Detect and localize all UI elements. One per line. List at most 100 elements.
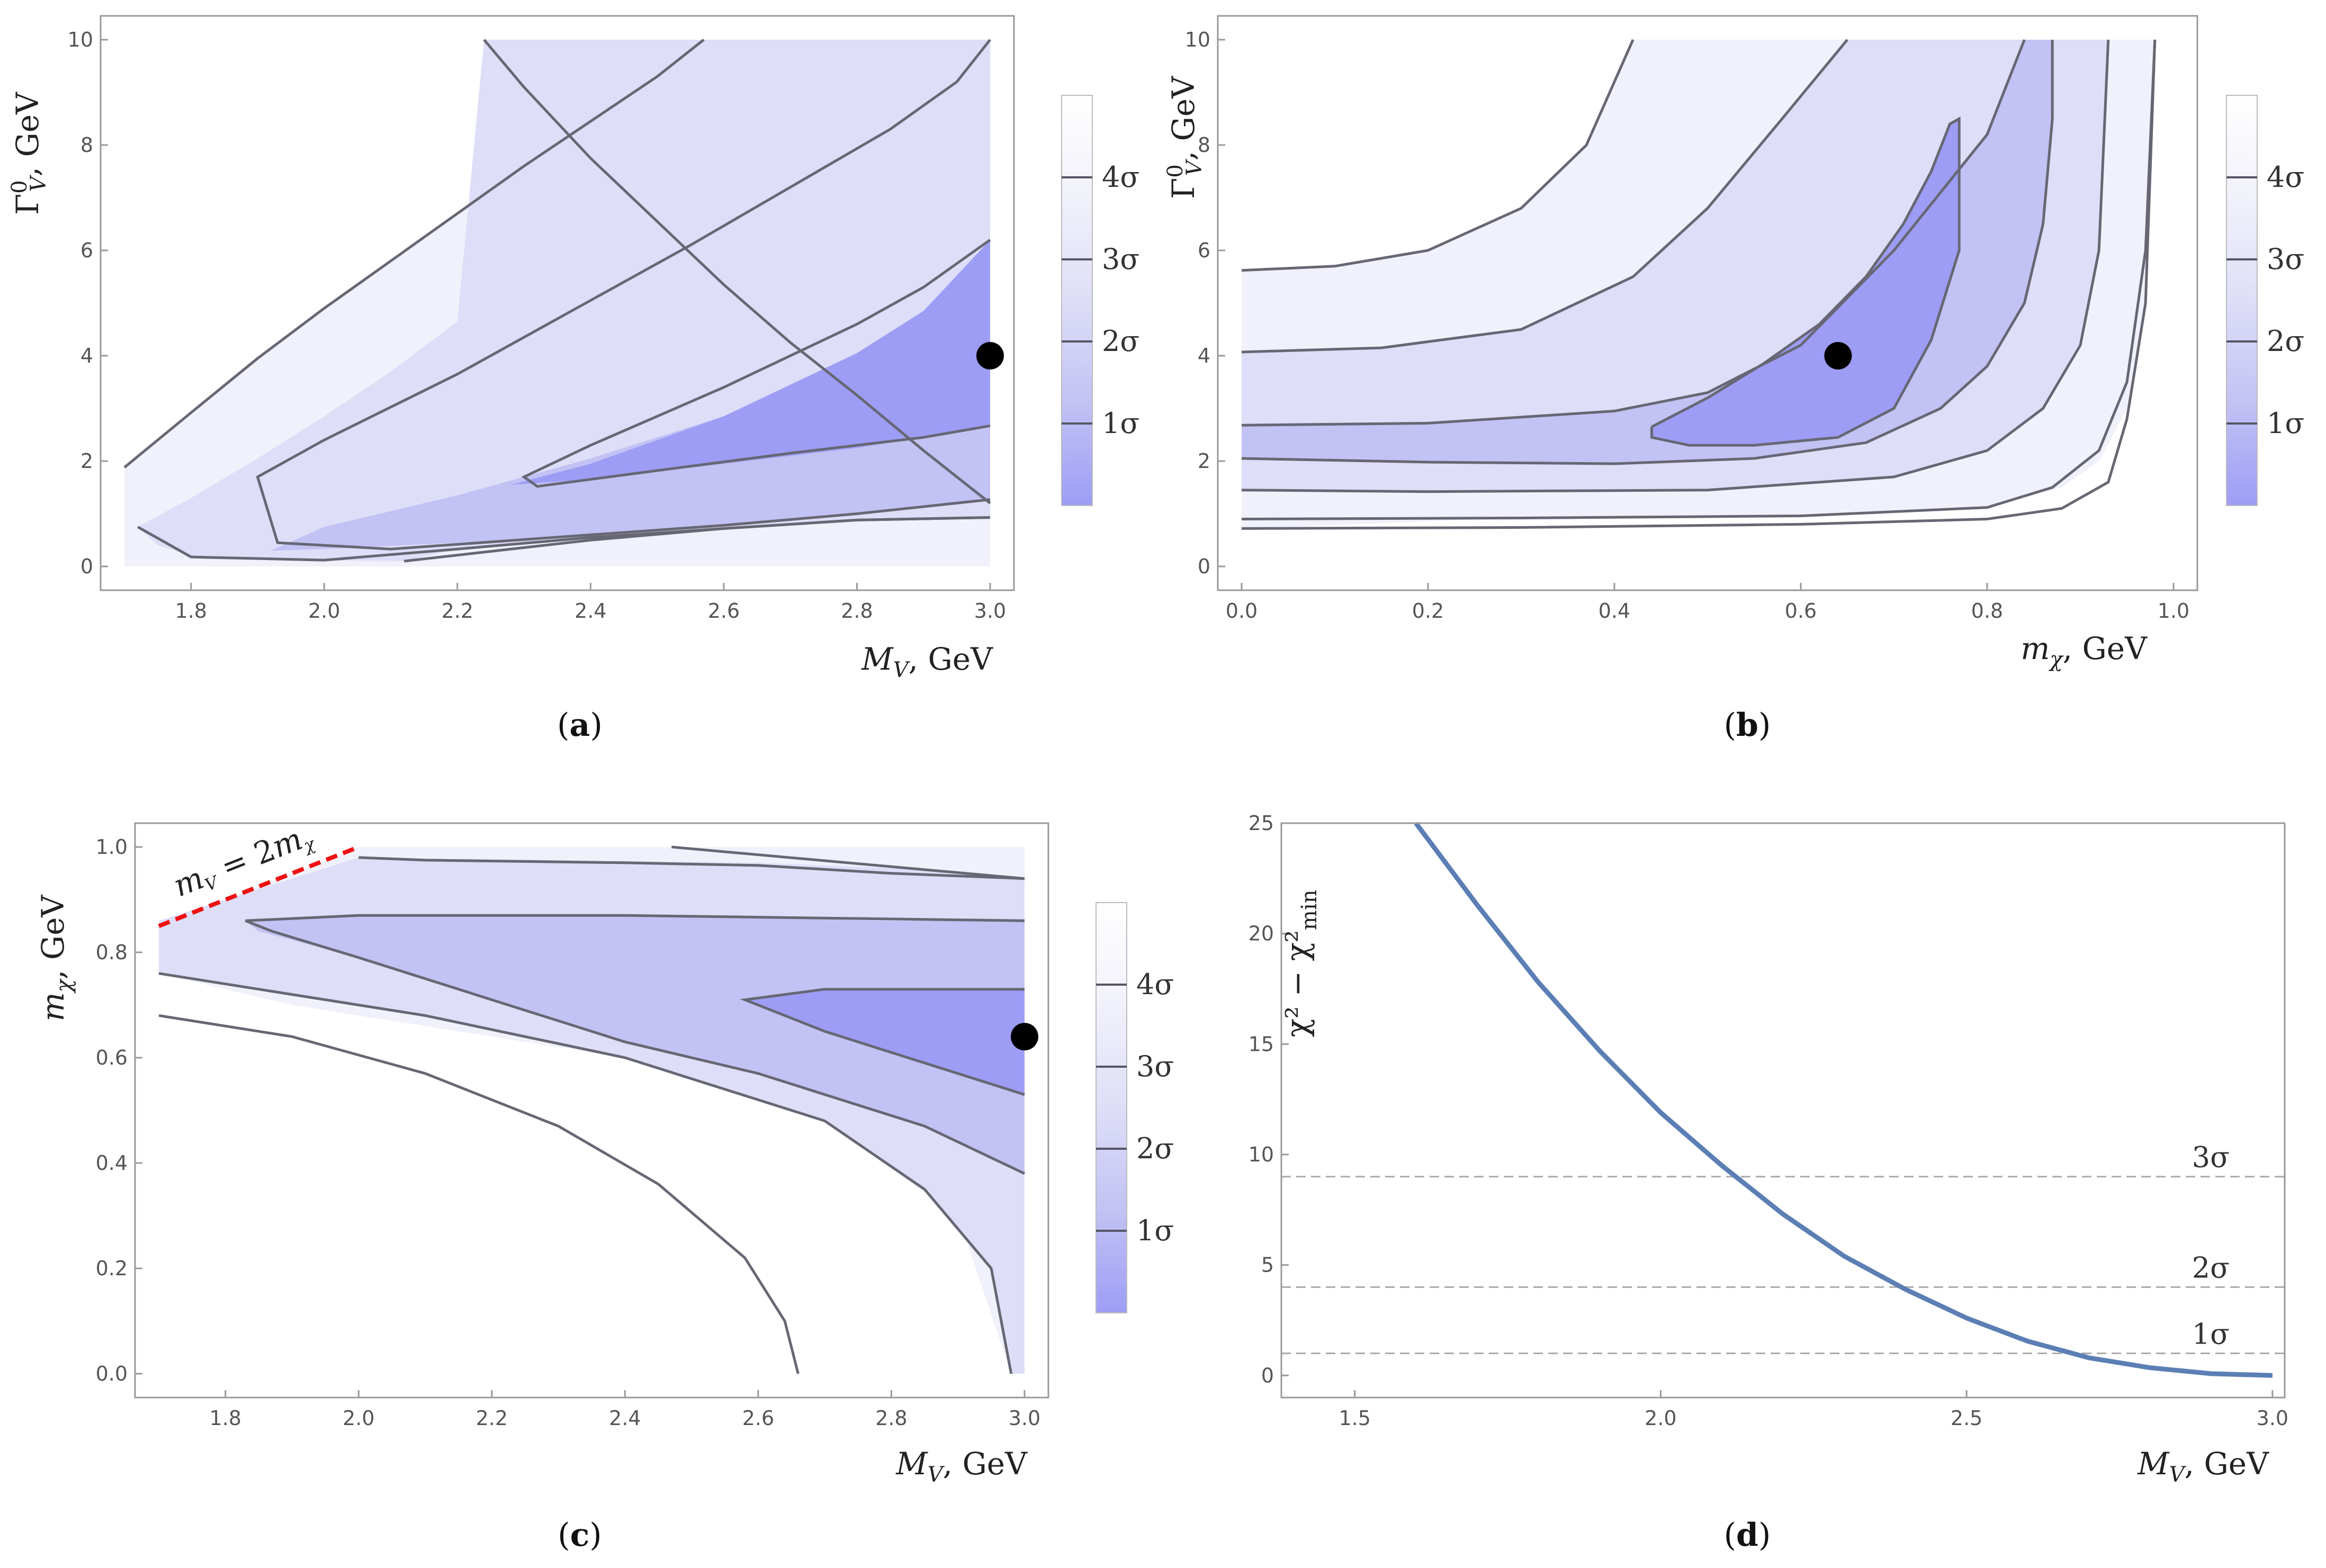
panel-a-ytick-label: 4 xyxy=(80,344,93,367)
panel-b-xtick-label: 0.4 xyxy=(1598,599,1630,623)
legend-level-label: 1σ xyxy=(2267,407,2304,440)
legend-colorbar xyxy=(1095,902,1127,1313)
panel-c-xticks: 1.8 2.0 2.2 2.4 2.6 2.8 3.0 xyxy=(210,1390,1040,1430)
panel-b-ytick-label: 4 xyxy=(1198,344,1210,367)
panel-c-contour-line xyxy=(158,1014,800,1374)
legend-level-label: 3σ xyxy=(1102,242,1139,276)
panel-b-contour-line xyxy=(1241,40,2054,465)
panel-b-xtick-label: 0.0 xyxy=(1226,599,1258,623)
legend-level-label: 4σ xyxy=(2267,160,2304,194)
panel-d-xtick-label: 2.5 xyxy=(1951,1407,1982,1430)
legend-level-label: 4σ xyxy=(1136,968,1174,1001)
panel-b-caption: (b) xyxy=(1724,707,1771,744)
panel-a-xtick-label: 3.0 xyxy=(974,599,1006,623)
panel-b-xtick-label: 0.2 xyxy=(1412,599,1444,623)
panel-b-contour-line xyxy=(1241,39,2110,493)
panel-a: 1.8 2.0 2.2 2.4 2.6 2.8 3.0 0 2 4 6 8 10 MV, GeV Γ0… xyxy=(7,15,1139,744)
panel-c-ylabel: mχ, GeV xyxy=(35,895,76,1022)
panel-b-yticks: 0 2 4 6 8 10 xyxy=(1185,28,1225,578)
panel-a-contour-line xyxy=(403,516,991,563)
panel-d-xtick-label: 2.0 xyxy=(1645,1407,1676,1430)
legend-colorbar xyxy=(2226,95,2258,506)
panel-c-xtick-label: 2.4 xyxy=(609,1407,641,1430)
panel-a-xtick-label: 2.4 xyxy=(574,599,606,623)
panel-a-ytick-label: 2 xyxy=(80,449,93,473)
panel-b-xlabel: mχ, GeV xyxy=(2020,630,2148,672)
panel-c-best-fit-point xyxy=(1011,1023,1038,1051)
panel-b-frame xyxy=(1217,15,2198,591)
panel-d-caption: (d) xyxy=(1724,1517,1771,1554)
panel-a-xtick-label: 2.0 xyxy=(308,599,340,623)
panel-b-contour-line xyxy=(1241,39,2157,530)
legend-level-label: 2σ xyxy=(1136,1132,1174,1165)
panel-c-ytick-label: 0.4 xyxy=(96,1151,128,1175)
panel-c-contour-line xyxy=(245,914,1026,1175)
panel-c-ytick-label: 0.0 xyxy=(96,1362,128,1385)
panel-d-threshold-label: 1σ xyxy=(2192,1318,2230,1351)
panel-c-xlabel: MV, GeV xyxy=(895,1446,1028,1487)
panel-c-ytick-label: 0.8 xyxy=(96,941,128,964)
panel-a-contour-line xyxy=(521,239,991,488)
legend-level-label: 1σ xyxy=(1102,407,1139,440)
panel-d-ytick-label: 5 xyxy=(1261,1254,1274,1277)
panel-a-ytick-label: 8 xyxy=(80,133,93,157)
legend-colorbar xyxy=(1061,95,1093,506)
panel-d-chi2-curve xyxy=(1414,822,2273,1378)
panel-c-region-1sigma xyxy=(744,989,1025,1095)
panel-b-ytick-label: 2 xyxy=(1198,449,1210,473)
panel-c-ytick-label: 0.6 xyxy=(96,1046,128,1069)
panel-c-xtick-label: 2.8 xyxy=(875,1407,907,1430)
panel-d-ylabel: χ² − χ²min xyxy=(1279,890,1322,1038)
panel-d-xtick-label: 3.0 xyxy=(2257,1407,2288,1430)
panel-b-ytick-label: 6 xyxy=(1198,239,1210,262)
panel-a-best-fit-point xyxy=(976,342,1004,370)
panel-d-ytick-label: 25 xyxy=(1249,812,1274,835)
panel-c-xtick-label: 2.2 xyxy=(476,1407,508,1430)
panel-b-contour-line xyxy=(1241,39,1635,272)
panel-c-legend: 4σ 3σ 2σ 1σ xyxy=(1095,902,1174,1313)
panel-a-xtick-label: 2.8 xyxy=(841,599,873,623)
panel-a-xtick-label: 2.6 xyxy=(708,599,740,623)
panel-c-region-2sigma xyxy=(245,915,1025,1174)
panel-b-ytick-label: 8 xyxy=(1198,133,1210,157)
panel-a-plot-area xyxy=(123,39,1004,566)
panel-a-xtick-label: 2.2 xyxy=(442,599,473,623)
panel-b-contour-line xyxy=(1650,116,1961,447)
panel-c-ytick-label: 1.0 xyxy=(96,835,128,859)
panel-b: 0.0 0.2 0.4 0.6 0.8 1.0 0 2 4 6 8 10 mχ, GeV Γ0V, … xyxy=(1163,15,2304,744)
panel-d-threshold-label: 2σ xyxy=(2192,1251,2230,1284)
panel-a-xlabel: MV, GeV xyxy=(861,641,993,682)
panel-a-yticks: 0 2 4 6 8 10 xyxy=(68,28,108,578)
panel-d-ytick-label: 0 xyxy=(1261,1364,1274,1387)
panel-c-xtick-label: 3.0 xyxy=(1009,1407,1040,1430)
panel-d-ytick-label: 20 xyxy=(1249,922,1274,945)
panel-b-xticks: 0.0 0.2 0.4 0.6 0.8 1.0 xyxy=(1226,583,2189,623)
panel-c-caption: (c) xyxy=(558,1517,601,1554)
panel-a-caption: (a) xyxy=(557,707,603,744)
panel-b-xtick-label: 1.0 xyxy=(2158,599,2189,623)
panel-b-contour-line xyxy=(1241,39,2157,520)
panel-b-ytick-label: 0 xyxy=(1198,555,1210,578)
panel-d-xlabel: MV, GeV xyxy=(2137,1446,2269,1487)
panel-b-region-1sigma xyxy=(1651,119,1960,446)
panel-b-ylabel: Γ0V, GeV xyxy=(1163,76,1207,199)
panel-c-contour-line xyxy=(671,845,1025,880)
panel-c-yticks: 0.0 0.2 0.4 0.6 0.8 1.0 xyxy=(96,835,142,1385)
panel-c-ytick-label: 0.2 xyxy=(96,1257,128,1280)
panel-c-xtick-label: 1.8 xyxy=(210,1407,241,1430)
panel-d-plot-area: 3σ 2σ 1σ xyxy=(1281,822,2285,1378)
panel-d-xtick-label: 1.5 xyxy=(1339,1407,1370,1430)
panel-a-ylabel: Γ0V, GeV xyxy=(7,92,51,215)
panel-d-xticks: 1.5 2.0 2.5 3.0 xyxy=(1339,1390,2288,1430)
legend-level-label: 1σ xyxy=(1136,1214,1174,1247)
panel-b-contour-line xyxy=(1241,39,1848,354)
panel-c-xtick-label: 2.0 xyxy=(343,1407,374,1430)
panel-c-contour-line xyxy=(358,856,1025,880)
panel-d-yticks: 0 5 10 15 20 25 xyxy=(1249,812,1289,1387)
panel-a-contour-line xyxy=(256,39,991,551)
panel-d-ytick-label: 15 xyxy=(1249,1032,1274,1056)
panel-d-frame xyxy=(1280,822,2286,1399)
legend-level-label: 3σ xyxy=(2267,242,2304,276)
panel-b-legend: 4σ 3σ 2σ 1σ xyxy=(2226,95,2304,506)
